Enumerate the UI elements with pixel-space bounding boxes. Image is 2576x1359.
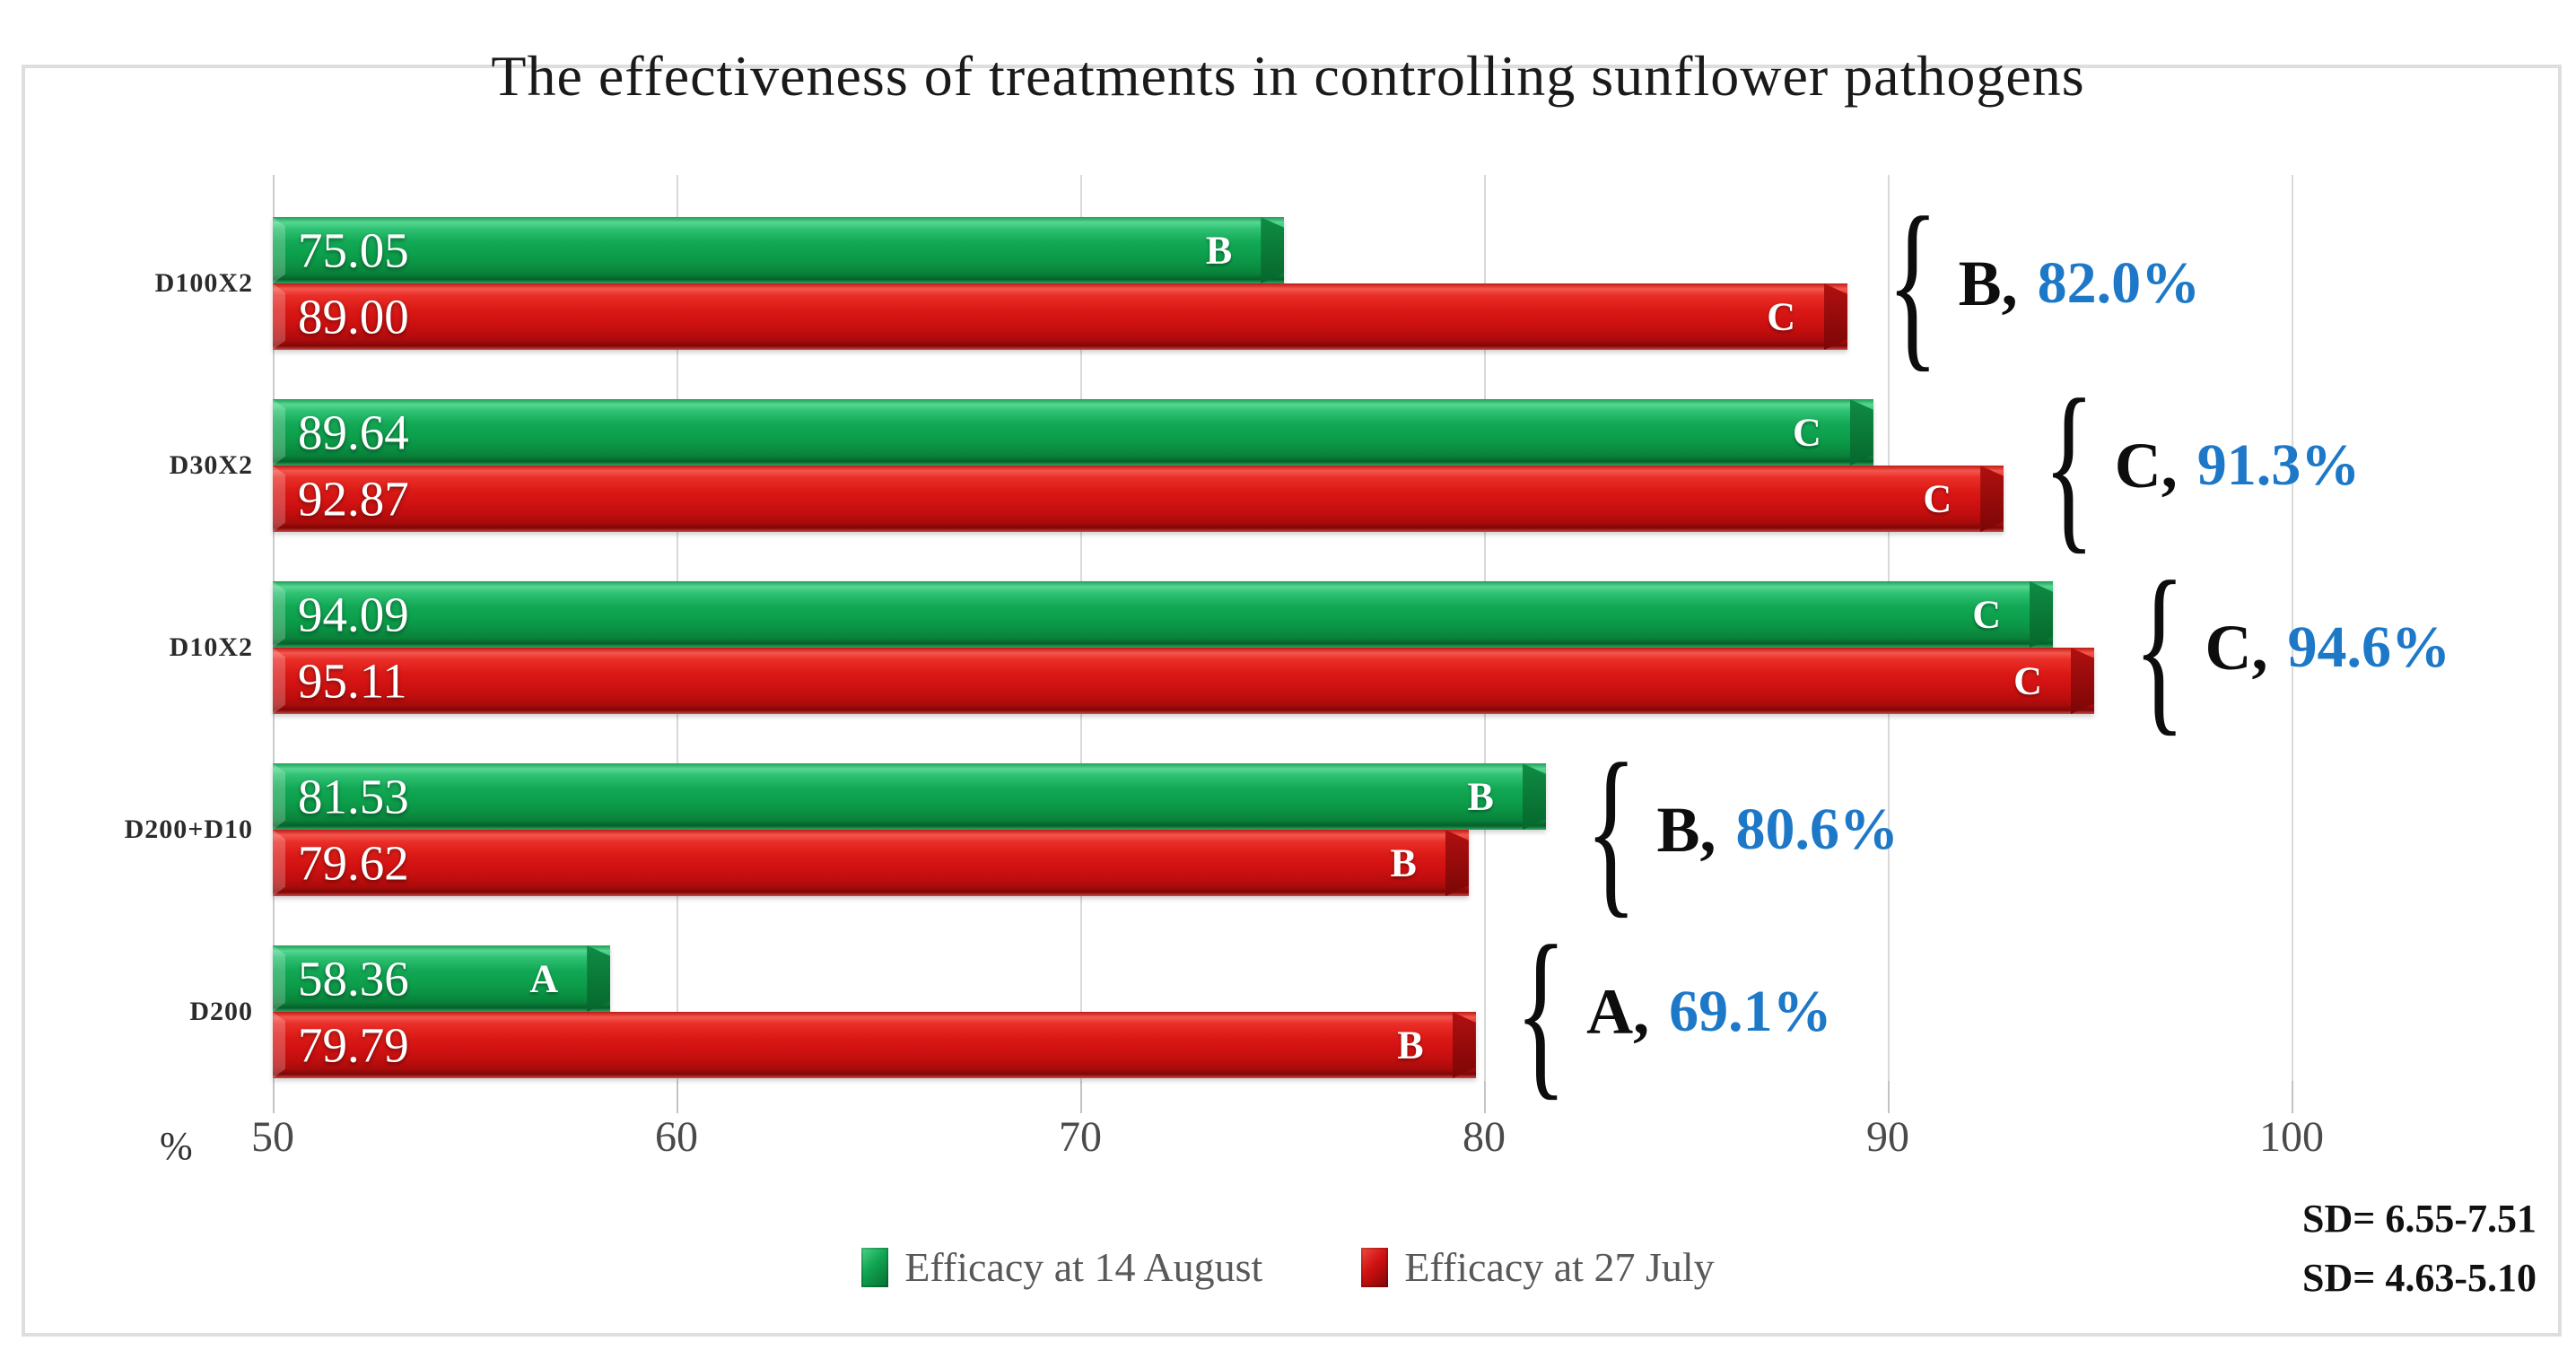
annotation-brace: {	[2133, 542, 2186, 752]
bar-value-label: 95.11	[298, 653, 407, 709]
category-label: D100X2	[154, 268, 253, 298]
group-annotation: {A, 69.1%	[1515, 917, 1832, 1105]
axis-tickmark	[1484, 1081, 1486, 1113]
bar-value-label: 75.05	[298, 222, 409, 278]
annotation-percent: 82.0%	[2037, 250, 2201, 316]
bar-significance-letter: C	[1923, 476, 1952, 521]
bar-significance-letter: B	[1390, 841, 1417, 885]
axis-tick-label: 100	[2259, 1113, 2324, 1161]
sd-note-2: SD= 4.63-5.10	[2302, 1256, 2537, 1300]
bar-efficacy-14-august: 58.36 A	[273, 945, 611, 1012]
chart-title: The effectiveness of treatments in contr…	[491, 44, 2085, 108]
bar-efficacy-14-august: 94.09 C	[273, 581, 2054, 648]
red-series-swatch-icon	[1361, 1247, 1389, 1287]
annotation-letter: C,	[2114, 429, 2178, 501]
bar-significance-letter: A	[529, 956, 559, 1001]
annotation-percent: 69.1%	[1669, 979, 1832, 1044]
bar-significance-letter: B	[1467, 774, 1494, 819]
legend-label: Efficacy at 27 July	[1404, 1244, 1715, 1290]
bar-efficacy-14-august: 75.05 B	[273, 217, 1285, 283]
bar-value-label: 79.62	[298, 835, 409, 891]
category-label: D10X2	[169, 632, 253, 662]
annotation-brace: {	[2043, 360, 2095, 570]
group-annotation: {C, 91.3%	[2043, 370, 2361, 559]
bar-efficacy-27-july: 89.00 C	[273, 283, 1847, 350]
bar-efficacy-27-july: 92.87 C	[273, 466, 2004, 532]
bar-value-label: 94.09	[298, 587, 409, 642]
bar-value-label: 89.64	[298, 405, 409, 460]
axis-tickmark	[2292, 1081, 2293, 1113]
legend-item-27-july: Efficacy at 27 July	[1361, 1243, 1715, 1291]
annotation-brace: {	[1585, 724, 1637, 934]
bar-significance-letter: C	[1793, 410, 1821, 455]
category-label: D200+D10	[124, 815, 253, 844]
bar-value-label: 92.87	[298, 471, 409, 527]
annotation-letter: B,	[1958, 247, 2018, 319]
green-series-swatch-icon	[861, 1247, 889, 1287]
bar-value-label: 58.36	[298, 951, 409, 1006]
bar-value-label: 81.53	[298, 769, 409, 824]
bar-significance-letter: C	[2013, 658, 2042, 703]
sd-notes: SD= 6.55-7.51 SD= 4.63-5.10	[2302, 1189, 2537, 1308]
annotation-letter: B,	[1656, 793, 1716, 866]
axis-tick-label: 50	[251, 1113, 294, 1161]
bar-efficacy-27-july: 79.62 B	[273, 830, 1469, 896]
bar-efficacy-14-august: 89.64 C	[273, 399, 1873, 466]
bar-efficacy-27-july: 79.79 B	[273, 1012, 1476, 1078]
group-annotation: {B, 82.0%	[1887, 188, 2201, 377]
legend-item-14-august: Efficacy at 14 August	[861, 1243, 1262, 1291]
bar-efficacy-14-august: 81.53 B	[273, 763, 1546, 830]
annotation-percent: 80.6%	[1735, 797, 1899, 862]
annotation-letter: C,	[2205, 611, 2268, 684]
bar-significance-letter: B	[1397, 1023, 1424, 1067]
annotation-percent: 91.3%	[2196, 432, 2361, 498]
annotation-brace: {	[1515, 906, 1567, 1116]
axis-tick-label: 90	[1866, 1113, 1909, 1161]
annotation-percent: 94.6%	[2287, 614, 2451, 680]
axis-tickmark	[1080, 1081, 1082, 1113]
sd-note-1: SD= 6.55-7.51	[2302, 1197, 2537, 1241]
legend: Efficacy at 14 August Efficacy at 27 Jul…	[0, 1243, 2576, 1291]
axis-tickmark	[1888, 1081, 1890, 1113]
bar-significance-letter: B	[1205, 228, 1233, 273]
axis-unit-label: %	[160, 1124, 193, 1168]
gridline	[2292, 175, 2293, 1081]
axis-tickmark	[677, 1081, 678, 1113]
bar-efficacy-27-july: 95.11 C	[273, 648, 2094, 714]
category-label: D30X2	[169, 450, 253, 480]
axis-tick-label: 70	[1059, 1113, 1102, 1161]
group-annotation: {B, 80.6%	[1585, 735, 1899, 923]
group-annotation: {C, 94.6%	[2134, 553, 2451, 741]
bar-significance-letter: C	[1767, 294, 1795, 339]
category-label: D200	[189, 997, 253, 1026]
axis-tickmark	[273, 1081, 275, 1113]
annotation-letter: A,	[1586, 975, 1650, 1048]
bar-significance-letter: C	[1972, 592, 2002, 637]
bar-value-label: 79.79	[298, 1017, 409, 1073]
annotation-brace: {	[1887, 178, 1939, 388]
bar-value-label: 89.00	[298, 289, 409, 344]
legend-label: Efficacy at 14 August	[904, 1244, 1263, 1290]
axis-tick-label: 80	[1463, 1113, 1506, 1161]
axis-tick-label: 60	[655, 1113, 698, 1161]
